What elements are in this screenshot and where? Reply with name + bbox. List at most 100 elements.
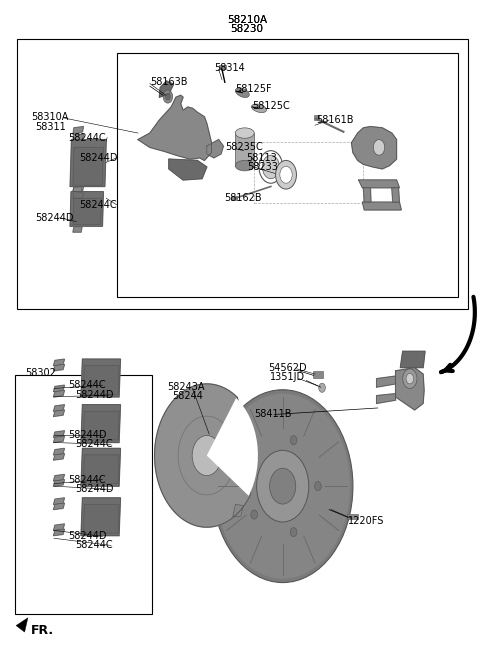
Text: 58314: 58314	[214, 63, 245, 73]
Polygon shape	[377, 394, 396, 403]
Text: 58161B: 58161B	[316, 115, 353, 125]
Bar	[230, 196, 237, 200]
Polygon shape	[73, 135, 84, 139]
Bar	[313, 371, 323, 378]
Text: 58244D: 58244D	[75, 390, 113, 400]
Polygon shape	[207, 139, 223, 158]
Circle shape	[192, 436, 221, 476]
Ellipse shape	[236, 88, 249, 97]
Text: 58244D: 58244D	[80, 153, 118, 163]
Circle shape	[319, 383, 325, 392]
Text: 58244C: 58244C	[68, 133, 106, 143]
Bar	[14, 374, 152, 614]
Polygon shape	[54, 480, 64, 486]
Polygon shape	[81, 498, 120, 535]
Wedge shape	[207, 398, 258, 496]
Text: 58244D: 58244D	[68, 532, 107, 541]
Text: 58244C: 58244C	[75, 440, 112, 449]
Polygon shape	[363, 188, 371, 202]
Text: 58244D: 58244D	[68, 430, 107, 440]
Polygon shape	[54, 498, 64, 505]
Circle shape	[403, 369, 417, 388]
Text: 58233: 58233	[248, 162, 278, 172]
Polygon shape	[138, 95, 212, 160]
Polygon shape	[81, 405, 120, 443]
Polygon shape	[362, 202, 401, 210]
Polygon shape	[81, 359, 120, 397]
Text: 58411B: 58411B	[254, 409, 292, 419]
Polygon shape	[159, 81, 174, 97]
Text: 58113: 58113	[246, 153, 276, 163]
Polygon shape	[54, 410, 64, 417]
Circle shape	[259, 150, 283, 183]
Circle shape	[290, 528, 297, 537]
Ellipse shape	[235, 160, 254, 171]
Bar	[235, 133, 254, 166]
Text: 58243A: 58243A	[167, 382, 204, 392]
Polygon shape	[54, 436, 64, 443]
Text: 58163B: 58163B	[150, 78, 187, 87]
Text: 58230: 58230	[230, 24, 264, 34]
Text: 58235C: 58235C	[225, 143, 263, 152]
Polygon shape	[73, 187, 84, 192]
Text: 1220FS: 1220FS	[348, 516, 384, 526]
Circle shape	[270, 468, 296, 504]
Polygon shape	[54, 529, 64, 535]
Circle shape	[280, 166, 292, 183]
Text: 58244D: 58244D	[75, 484, 113, 495]
Text: 58244C: 58244C	[68, 380, 106, 390]
Circle shape	[406, 373, 414, 384]
Polygon shape	[155, 384, 251, 527]
Circle shape	[163, 90, 173, 103]
Polygon shape	[54, 474, 64, 481]
Text: 58244C: 58244C	[68, 474, 106, 485]
Polygon shape	[84, 366, 119, 394]
Polygon shape	[70, 192, 103, 226]
Text: 58302: 58302	[25, 368, 57, 378]
Polygon shape	[351, 127, 396, 169]
Circle shape	[257, 450, 309, 522]
Ellipse shape	[235, 128, 254, 138]
Polygon shape	[169, 159, 207, 180]
Text: FR.: FR.	[31, 624, 54, 637]
Polygon shape	[73, 227, 82, 232]
Polygon shape	[54, 385, 64, 392]
Polygon shape	[54, 453, 64, 460]
Polygon shape	[54, 365, 64, 371]
Circle shape	[314, 482, 321, 491]
Polygon shape	[70, 139, 106, 187]
Bar	[219, 64, 226, 69]
Circle shape	[276, 160, 297, 189]
Bar	[347, 514, 358, 520]
Text: 58244D: 58244D	[35, 213, 73, 223]
Text: 58310A: 58310A	[31, 112, 69, 122]
Circle shape	[216, 394, 350, 579]
Polygon shape	[16, 618, 28, 632]
Polygon shape	[54, 359, 64, 366]
Polygon shape	[54, 448, 64, 455]
Polygon shape	[84, 505, 119, 533]
Text: 58244C: 58244C	[80, 200, 117, 210]
Text: 58230: 58230	[230, 24, 264, 34]
Text: 58125C: 58125C	[252, 101, 289, 111]
Bar	[313, 116, 319, 120]
Bar	[254, 141, 363, 204]
Polygon shape	[73, 192, 84, 198]
Polygon shape	[400, 351, 425, 367]
Text: 58210A: 58210A	[227, 14, 267, 25]
Text: 58210A: 58210A	[227, 14, 267, 25]
Text: 58311: 58311	[35, 122, 66, 131]
Polygon shape	[84, 411, 119, 440]
Polygon shape	[377, 376, 396, 387]
Polygon shape	[392, 188, 399, 202]
Circle shape	[262, 155, 279, 179]
Text: 1351JD: 1351JD	[270, 373, 305, 382]
Polygon shape	[54, 405, 64, 411]
Polygon shape	[73, 147, 103, 185]
Circle shape	[166, 93, 170, 100]
Circle shape	[251, 453, 258, 463]
Text: 58125F: 58125F	[235, 84, 272, 94]
Text: 58162B: 58162B	[224, 193, 262, 203]
Polygon shape	[54, 503, 64, 510]
Polygon shape	[54, 524, 64, 530]
